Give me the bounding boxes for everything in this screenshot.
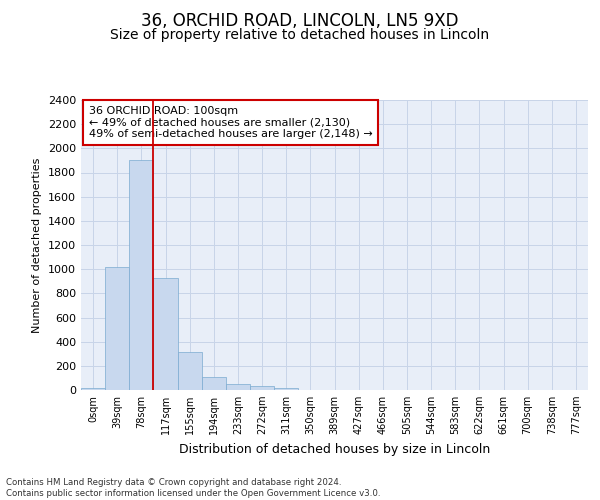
Y-axis label: Number of detached properties: Number of detached properties [32, 158, 43, 332]
Text: Contains HM Land Registry data © Crown copyright and database right 2024.
Contai: Contains HM Land Registry data © Crown c… [6, 478, 380, 498]
Bar [129, 160, 154, 390]
Bar [105, 267, 129, 390]
Text: Size of property relative to detached houses in Lincoln: Size of property relative to detached ho… [110, 28, 490, 42]
Bar [274, 388, 298, 390]
Bar [154, 278, 178, 390]
Bar [202, 376, 226, 390]
Bar [81, 388, 105, 390]
Bar [178, 352, 202, 390]
Bar [226, 384, 250, 390]
Bar [250, 386, 274, 390]
Text: 36 ORCHID ROAD: 100sqm
← 49% of detached houses are smaller (2,130)
49% of semi-: 36 ORCHID ROAD: 100sqm ← 49% of detached… [89, 106, 373, 139]
X-axis label: Distribution of detached houses by size in Lincoln: Distribution of detached houses by size … [179, 442, 490, 456]
Text: 36, ORCHID ROAD, LINCOLN, LN5 9XD: 36, ORCHID ROAD, LINCOLN, LN5 9XD [141, 12, 459, 30]
